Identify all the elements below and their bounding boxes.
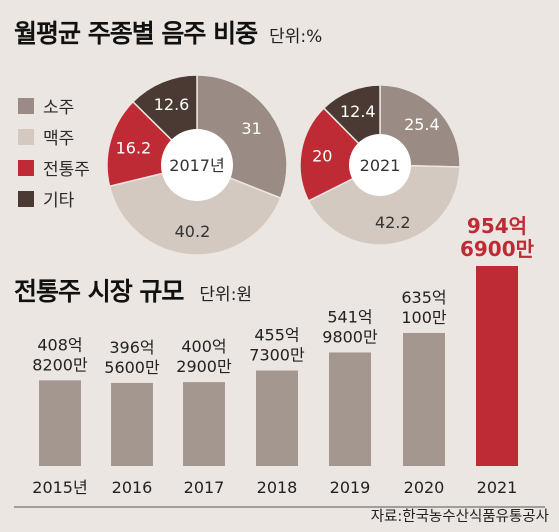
- bar-category-3: 2018: [257, 478, 298, 497]
- bar-label-5-0: 635억: [401, 288, 446, 307]
- bar-label-3-0: 455억: [254, 326, 299, 345]
- bar-category-0: 2015년: [32, 478, 87, 497]
- source-note: 자료:한국농수산식품유통공사: [370, 509, 549, 525]
- donut1-hole: [349, 134, 411, 196]
- bar-label-3-1: 7300만: [249, 346, 305, 365]
- bar-label-2-0: 400억: [181, 337, 226, 356]
- bar-category-5: 2020: [404, 478, 445, 497]
- donut1-center-label: 2021: [360, 156, 401, 175]
- bar-3: [256, 370, 298, 466]
- donut0-slice-1: [108, 164, 282, 256]
- legend-item-other: 기타: [18, 183, 90, 214]
- bar-label-6-0: 954억: [467, 214, 527, 238]
- bar-label-0-0: 408억: [37, 335, 82, 354]
- legend-label-other: 기타: [43, 191, 75, 211]
- legend-swatch-other: [18, 190, 34, 207]
- bar-label-0-1: 8200만: [32, 355, 88, 374]
- bar-label-1-0: 396억: [109, 338, 154, 357]
- bar-5: [403, 332, 445, 466]
- donut0-slice-label-1: 40.2: [175, 222, 211, 241]
- section2-title: 전통주 시장 규모: [14, 277, 184, 306]
- legend-swatch-soju: [18, 97, 34, 114]
- legend-swatch-beer: [18, 128, 34, 145]
- legend-item-beer: 맥주: [18, 121, 90, 152]
- section1-unit: 단위:%: [269, 27, 323, 47]
- bar-2: [183, 382, 225, 466]
- donut1-slice-label-1: 42.2: [375, 213, 411, 232]
- donut0-slice-label-0: 31: [241, 119, 261, 138]
- bar-category-4: 2019: [330, 478, 371, 497]
- section2-header: 전통주 시장 규모 단위:원: [14, 272, 252, 308]
- donut0-center-label: 2017년: [169, 156, 224, 175]
- legend-label-beer: 맥주: [43, 129, 75, 149]
- bar-category-1: 2016: [112, 478, 153, 497]
- bar-label-1-1: 5600만: [104, 358, 160, 377]
- section1-title: 월평균 주종별 음주 비중: [14, 19, 258, 48]
- legend-label-soju: 소주: [43, 98, 75, 118]
- donut0-slice-label-3: 12.6: [154, 95, 190, 114]
- section2-unit: 단위:원: [199, 285, 253, 305]
- bar-6: [476, 266, 518, 466]
- bar-label-4-0: 541억: [327, 307, 372, 326]
- bar-label-4-1: 9800만: [322, 327, 378, 346]
- bar-label-5-1: 100만: [401, 308, 447, 327]
- donut1-slice-label-0: 25.4: [404, 115, 440, 134]
- donut0-slice-label-2: 16.2: [116, 138, 152, 157]
- donut1-slice-2: [299, 107, 382, 202]
- bar-label-2-1: 2900만: [176, 357, 232, 376]
- pie-legend: 소주 맥주 전통주 기타: [18, 90, 90, 214]
- bar-4: [329, 352, 371, 466]
- bar-category-2: 2017: [184, 478, 225, 497]
- donut0-hole: [161, 129, 233, 201]
- donut1-slice-label-3: 12.4: [340, 102, 376, 121]
- donut1-slice-1: [307, 164, 461, 246]
- bar-1: [111, 382, 153, 466]
- bar-label-6-1: 6900만: [460, 237, 535, 261]
- donut1-slice-label-2: 20: [312, 146, 332, 165]
- legend-item-traditional: 전통주: [18, 152, 90, 183]
- legend-label-traditional: 전통주: [43, 160, 90, 180]
- section1-header: 월평균 주종별 음주 비중 단위:%: [14, 14, 322, 50]
- bar-0: [39, 380, 81, 466]
- legend-swatch-traditional: [18, 159, 34, 176]
- legend-item-soju: 소주: [18, 90, 90, 121]
- bar-category-6: 2021: [477, 478, 518, 497]
